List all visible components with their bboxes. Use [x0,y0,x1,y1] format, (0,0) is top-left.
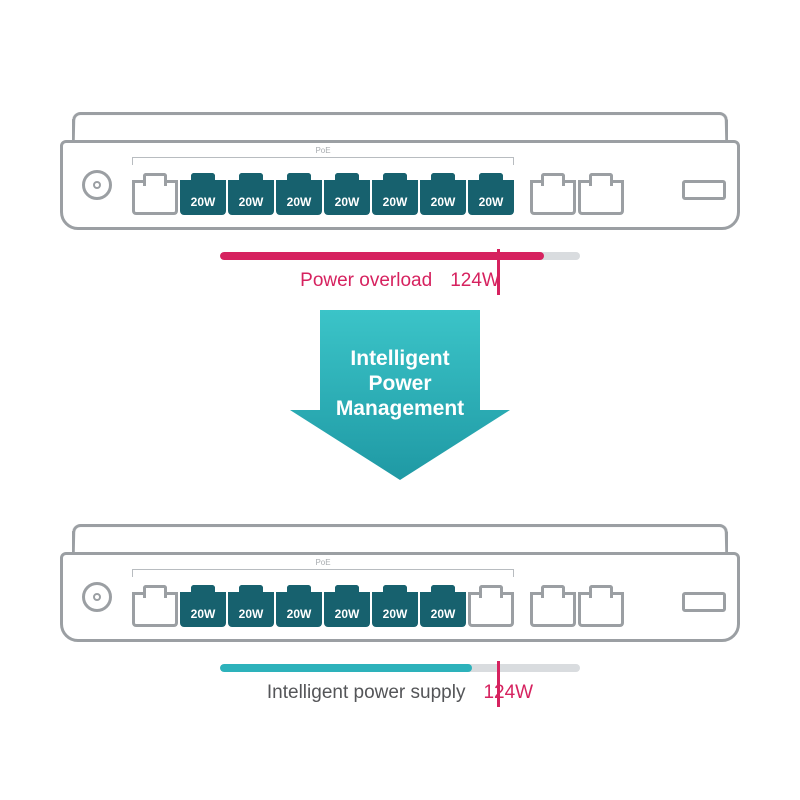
rj45-icon [132,183,178,215]
port-wattage-label: 20W [420,195,466,209]
sfp-slot [682,592,726,612]
port-wattage-label: 20W [324,607,370,621]
rj45-icon [578,183,624,215]
top-switch: 20W20W20W20W20W20W20W [60,90,740,230]
status-track [220,664,580,672]
ethernet-port: 20W [468,177,514,215]
rj45-icon [530,183,576,215]
poe-bracket [132,157,514,165]
limit-marker [497,249,500,295]
switch-front-panel: 20W20W20W20W20W20W [60,552,740,642]
rj45-icon [132,595,178,627]
port-wattage-label: 20W [180,195,226,209]
arrow-callout: Intelligent Power Management [290,310,510,480]
port-wattage-label: 20W [468,195,514,209]
port-wattage-label: 20W [372,607,418,621]
uplink-port [530,177,576,215]
ethernet-port [132,589,178,627]
status-label-row: Intelligent power supply 124W [220,682,580,704]
ethernet-port: 20W [420,177,466,215]
ethernet-port: 20W [324,589,370,627]
ethernet-port: 20W [180,177,226,215]
port-wattage-label: 20W [324,195,370,209]
ethernet-port [468,589,514,627]
ethernet-port: 20W [420,589,466,627]
status-fill [220,664,472,672]
status-value: 124W [450,270,500,292]
port-wattage-label: 20W [276,607,322,621]
port-wattage-label: 20W [276,195,322,209]
uplink-port [530,589,576,627]
ports-group: 20W20W20W20W20W20W20W [132,155,666,215]
status-track [220,252,580,260]
ethernet-port: 20W [276,589,322,627]
sfp-slot [682,180,726,200]
port-wattage-label: 20W [372,195,418,209]
port-wattage-label: 20W [180,607,226,621]
rj45-icon [578,595,624,627]
status-fill [220,252,544,260]
uplink-port [578,589,624,627]
ethernet-port: 20W [180,589,226,627]
status-label: Intelligent power supply [267,682,466,704]
ethernet-port: 20W [324,177,370,215]
switch-front-panel: 20W20W20W20W20W20W20W [60,140,740,230]
port-wattage-label: 20W [228,195,274,209]
port-wattage-label: 20W [420,607,466,621]
overload-status: Power overload 124W [220,252,580,292]
poe-bracket [132,569,514,577]
ethernet-port: 20W [228,177,274,215]
ethernet-port: 20W [372,177,418,215]
ethernet-port [132,177,178,215]
arrow-text: Intelligent Power Management [290,346,510,422]
power-jack-icon [82,170,112,200]
bottom-switch: 20W20W20W20W20W20W [60,502,740,642]
status-value: 124W [483,682,533,704]
rj45-icon [530,595,576,627]
rj45-icon [468,595,514,627]
ethernet-port: 20W [228,589,274,627]
limit-marker [497,661,500,707]
port-wattage-label: 20W [228,607,274,621]
ports-group: 20W20W20W20W20W20W [132,567,666,627]
uplink-port [578,177,624,215]
ethernet-port: 20W [372,589,418,627]
diagram-canvas: 20W20W20W20W20W20W20W Power overload 124… [0,0,800,800]
power-jack-icon [82,582,112,612]
ethernet-port: 20W [276,177,322,215]
intelligent-status: Intelligent power supply 124W [220,664,580,704]
status-label: Power overload [300,270,432,292]
status-label-row: Power overload 124W [220,270,580,292]
